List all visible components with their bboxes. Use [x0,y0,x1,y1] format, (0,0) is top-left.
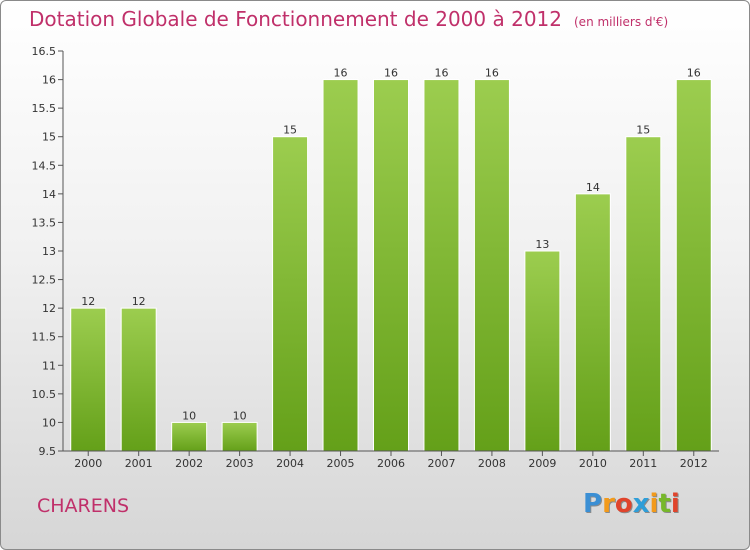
bar-2008 [473,79,510,452]
logo-letter: i [649,489,659,519]
chart-title: Dotation Globale de Fonctionnement de 20… [29,7,562,31]
y-tick-label: 11 [42,359,56,372]
bars: 12 12 10 10 15 16 16 16 16 13 14 15 16 [70,67,712,452]
bar-2004 [272,136,309,452]
logo-letter: P [583,489,603,519]
bar-value-label: 16 [434,67,448,80]
bar-value-label: 10 [182,409,196,422]
bar-value-label: 16 [334,67,348,80]
bar-value-label: 12 [132,295,146,308]
x-tick-label: 2001 [125,457,153,470]
bar-value-label: 16 [384,67,398,80]
bar-2000 [70,307,107,452]
x-tick-label: 2006 [377,457,405,470]
bar-value-label: 12 [81,295,95,308]
chart-unit: (en milliers d'€) [574,15,669,29]
y-axis: 9.5 10 10.5 11 11.5 12 12.5 13 13.5 14 14.5 15 15.5 1… [32,45,64,458]
y-tick-label: 10.5 [32,388,57,401]
bar-2005 [322,79,359,452]
x-tick-label: 2004 [276,457,304,470]
bar-2003 [221,421,258,452]
x-tick-label: 2003 [226,457,254,470]
x-tick-label: 2009 [528,457,556,470]
bar-2007 [423,79,460,452]
y-tick-label: 10 [42,416,56,429]
bar-value-label: 14 [586,181,600,194]
y-tick-label: 14 [42,188,56,201]
x-tick-label: 2010 [579,457,607,470]
logo-letter: x [632,489,650,519]
y-tick-label: 11.5 [32,331,57,344]
bar-value-label: 13 [535,238,549,251]
x-tick-label: 2000 [74,457,102,470]
bar-2009 [524,250,561,452]
logo-letter: t [658,489,671,519]
y-tick-label: 9.5 [39,445,57,458]
commune-name: CHARENS [37,495,130,517]
bar-2002 [171,421,208,452]
bar-value-label: 16 [687,67,701,80]
proxiti-logo: Proxiti [583,489,680,519]
bar-2011 [625,136,662,452]
y-tick-label: 12.5 [32,274,57,287]
bar-2001 [120,307,157,452]
y-tick-label: 15.5 [32,102,57,115]
bar-2010 [574,193,611,452]
bar-2006 [373,79,409,452]
bar-value-label: 16 [485,67,499,80]
y-tick-label: 12 [42,302,56,315]
x-tick-label: 2005 [327,457,355,470]
bar-value-label: 15 [636,124,650,137]
bar-2012 [675,79,712,452]
y-tick-label: 13.5 [32,216,57,229]
x-tick-label: 2002 [175,457,203,470]
x-axis: 2000 2001 2002 2003 2004 2005 2006 2007 2008 2009… [63,450,719,470]
y-tick-label: 16 [42,74,56,87]
x-tick-label: 2008 [478,457,506,470]
bar-value-label: 15 [283,124,297,137]
y-tick-label: 14.5 [32,159,57,172]
logo-letter: o [614,489,633,519]
bar-value-label: 10 [233,409,247,422]
y-tick-label: 15 [42,131,56,144]
logo-letter: r [602,489,615,519]
x-tick-label: 2012 [680,457,708,470]
y-tick-label: 16.5 [32,45,57,58]
y-tick-label: 13 [42,245,56,258]
x-tick-label: 2007 [427,457,455,470]
logo-letter: i [670,489,680,519]
title-row: Dotation Globale de Fonctionnement de 20… [29,7,668,31]
x-tick-label: 2011 [629,457,657,470]
